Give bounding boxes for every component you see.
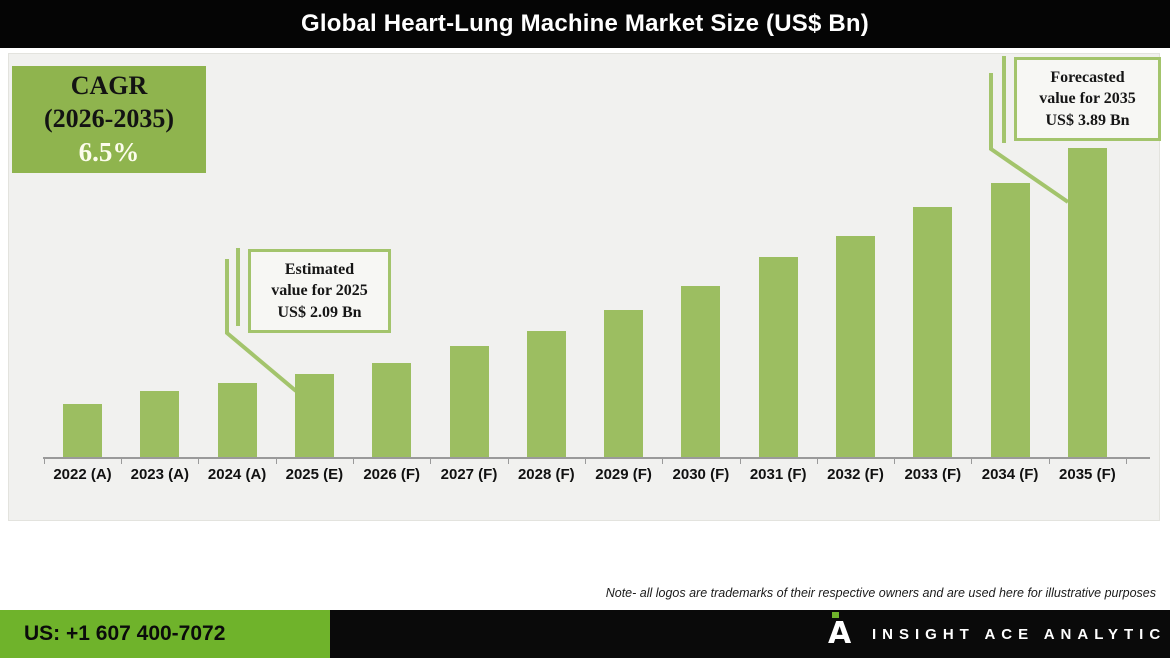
x-axis-tick bbox=[353, 459, 355, 464]
x-axis-label: 2024 (A) bbox=[207, 466, 267, 483]
contributors-bar: Market Contributors: Medtronic TERUMO GE… bbox=[0, 523, 1170, 603]
bar-2033 bbox=[913, 207, 953, 458]
bar-2029 bbox=[604, 310, 644, 458]
bar-2028 bbox=[526, 331, 566, 458]
cagr-range: (2026-2035) bbox=[44, 104, 174, 134]
x-axis-label: 2028 (F) bbox=[517, 466, 575, 483]
bar-2025 bbox=[294, 374, 334, 458]
bar-2024 bbox=[217, 383, 257, 458]
x-axis-label: 2023 (A) bbox=[130, 466, 189, 483]
x-axis-tick bbox=[971, 459, 973, 464]
estimated-callout: Estimated value for 2025 US$ 2.09 Bn bbox=[248, 249, 391, 333]
bar-2027 bbox=[449, 346, 489, 458]
x-axis-label: 2034 (F) bbox=[981, 466, 1039, 483]
x-axis bbox=[43, 457, 1150, 459]
x-axis-label: 2031 (F) bbox=[749, 466, 807, 483]
bar-2034 bbox=[990, 183, 1030, 458]
bar-2022 bbox=[63, 404, 102, 458]
phone-number: US: +1 607 400-7072 bbox=[24, 622, 226, 645]
forecasted-callout: Forecasted value for 2035 US$ 3.89 Bn bbox=[1014, 57, 1161, 141]
x-axis-tick bbox=[816, 459, 818, 464]
x-axis-label: 2029 (F) bbox=[595, 466, 652, 483]
page-title: Global Heart-Lung Machine Market Size (U… bbox=[301, 10, 869, 37]
bar-2030 bbox=[681, 286, 721, 458]
x-axis-label: 2022 (A) bbox=[53, 466, 112, 483]
estimated-callout-line2: value for 2025 bbox=[271, 282, 368, 300]
brand-name: INSIGHT ACE ANALYTIC bbox=[872, 625, 1167, 643]
bar-2031 bbox=[758, 257, 798, 458]
cagr-value: 6.5% bbox=[78, 137, 140, 168]
bar-2026 bbox=[372, 363, 412, 458]
estimated-callout-line1: Estimated bbox=[284, 260, 355, 278]
cagr-box: CAGR (2026-2035) 6.5% bbox=[12, 66, 206, 173]
bar-2023 bbox=[140, 391, 180, 458]
estimated-callout-value: US$ 2.09 Bn bbox=[277, 303, 362, 321]
x-axis-tick bbox=[585, 459, 586, 464]
x-axis-tick bbox=[1126, 459, 1127, 464]
x-axis-tick bbox=[43, 459, 45, 464]
forecasted-callout-line2: value for 2035 bbox=[1039, 90, 1136, 108]
footer-bar: US: +1 607 400-7072 A INSIGHT ACE ANALYT… bbox=[0, 610, 1170, 658]
x-axis-tick bbox=[1048, 459, 1050, 464]
x-axis-tick bbox=[121, 459, 123, 464]
insightace-logo: A INSIGHT ACE ANALYTIC bbox=[828, 610, 1166, 658]
title-bar: Global Heart-Lung Machine Market Size (U… bbox=[0, 0, 1170, 48]
x-axis-label: 2030 (F) bbox=[672, 466, 730, 483]
cagr-label: CAGR bbox=[70, 71, 148, 101]
green-dot-icon bbox=[832, 612, 839, 618]
x-axis-label: 2035 (F) bbox=[1059, 466, 1116, 483]
insightace-a-icon: A bbox=[828, 612, 858, 657]
x-axis-tick bbox=[894, 459, 896, 464]
phone-badge: US: +1 607 400-7072 bbox=[0, 610, 330, 658]
x-axis-label: 2032 (F) bbox=[827, 466, 884, 483]
x-axis-label: 2025 (E) bbox=[285, 466, 344, 483]
x-axis-tick bbox=[662, 459, 664, 464]
x-axis-tick bbox=[275, 459, 277, 464]
forecasted-callout-line1: Forecasted bbox=[1050, 68, 1125, 86]
bar-2035 bbox=[1067, 148, 1107, 458]
x-axis-tick bbox=[507, 459, 509, 464]
x-axis-label: 2027 (F) bbox=[440, 466, 498, 483]
trademark-note: Note- all logos are trademarks of their … bbox=[605, 586, 1156, 600]
bar-2032 bbox=[836, 236, 875, 458]
x-axis-tick bbox=[430, 459, 432, 464]
forecasted-callout-value: US$ 3.89 Bn bbox=[1045, 111, 1130, 129]
x-axis-tick bbox=[198, 459, 200, 464]
x-axis-label: 2026 (F) bbox=[363, 466, 421, 483]
x-axis-label: 2033 (F) bbox=[904, 466, 962, 483]
x-axis-tick bbox=[739, 459, 741, 464]
